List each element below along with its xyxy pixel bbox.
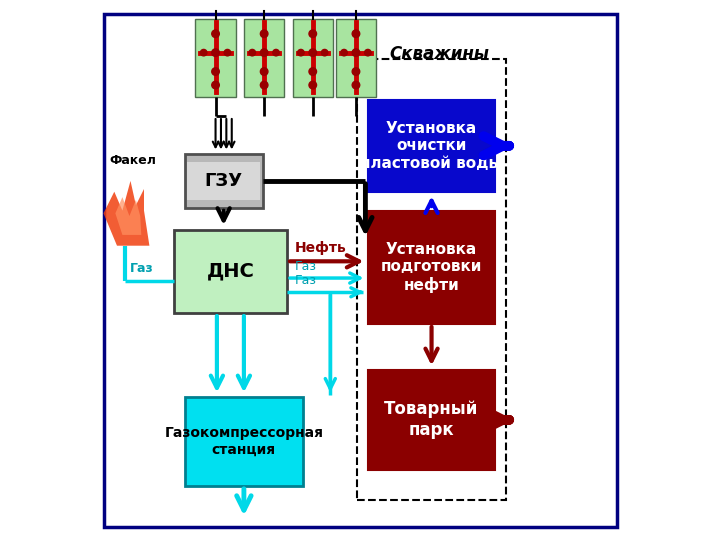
Bar (174, 230, 287, 313)
Text: Факел: Факел (109, 154, 157, 167)
Bar (244, 19, 284, 97)
Text: Газ: Газ (295, 260, 318, 273)
Circle shape (309, 49, 317, 56)
Circle shape (261, 49, 268, 56)
Text: Скважины: Скважины (390, 45, 490, 63)
Circle shape (321, 50, 328, 56)
Circle shape (309, 82, 317, 89)
Polygon shape (104, 181, 150, 246)
Circle shape (212, 68, 220, 75)
Bar (357, 59, 505, 500)
Text: Газокомпрессорная
станция: Газокомпрессорная станция (164, 427, 323, 456)
Circle shape (200, 50, 207, 56)
Text: Установка
подготовки
нефти: Установка подготовки нефти (381, 242, 482, 293)
Circle shape (249, 50, 256, 56)
Circle shape (352, 30, 360, 37)
Bar (292, 19, 333, 97)
Circle shape (352, 82, 360, 89)
Text: Товарный
парк: Товарный парк (384, 401, 479, 439)
Circle shape (261, 30, 268, 37)
Circle shape (261, 68, 268, 75)
Text: Нефть: Нефть (295, 241, 347, 255)
Circle shape (212, 82, 220, 89)
Circle shape (212, 30, 220, 37)
Text: ГЗУ: ГЗУ (204, 172, 243, 190)
Bar (368, 211, 495, 324)
Bar (184, 154, 263, 208)
Bar (368, 370, 495, 470)
Circle shape (364, 50, 371, 56)
Bar (187, 162, 260, 200)
Bar (368, 100, 495, 192)
Text: Газ: Газ (295, 274, 318, 287)
Bar (336, 19, 377, 97)
Text: Газ: Газ (130, 262, 153, 275)
Circle shape (273, 50, 279, 56)
Circle shape (224, 50, 230, 56)
Circle shape (261, 82, 268, 89)
Circle shape (297, 50, 304, 56)
Text: Установка
очистки
пластовой воды: Установка очистки пластовой воды (361, 121, 503, 171)
Text: ДНС: ДНС (207, 262, 254, 281)
Circle shape (352, 49, 360, 56)
Circle shape (309, 68, 317, 75)
Circle shape (309, 30, 317, 37)
Circle shape (352, 68, 360, 75)
Polygon shape (115, 197, 141, 235)
Bar (195, 19, 236, 97)
Circle shape (212, 49, 220, 56)
Bar (184, 397, 303, 486)
Circle shape (341, 50, 347, 56)
